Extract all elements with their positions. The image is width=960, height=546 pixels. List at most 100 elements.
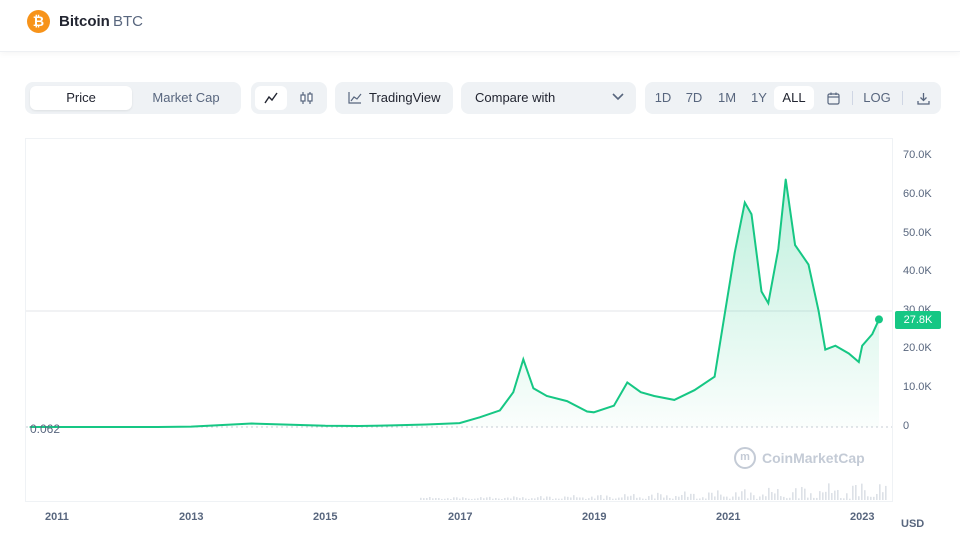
volume-bar [693,493,695,500]
volume-bar [861,483,863,500]
volume-bar [855,484,857,500]
price-point [723,313,726,316]
volume-bar [747,498,749,500]
price-point [458,422,461,424]
volume-bar [792,492,794,500]
volume-bar [702,497,704,500]
price-point [858,361,860,363]
y-tick: 60.0K [903,188,932,200]
volume-bar [798,498,800,500]
volume-bar [789,497,791,500]
volume-bars [420,483,887,500]
price-point [794,244,796,246]
volume-bar [660,494,662,500]
chart-area[interactable] [25,138,893,502]
coin-header: ₿ Bitcoin BTC [0,0,960,52]
log-scale-toggle[interactable]: LOG [863,90,891,105]
coinmarketcap-logo-icon: m [734,447,756,469]
y-tick: 70.0K [903,149,932,161]
price-point [391,424,394,427]
coinmarketcap-watermark: m CoinMarketCap [734,447,865,469]
volume-bar [795,488,797,500]
price-point [784,178,787,181]
volume-bar [564,496,566,500]
tab-price[interactable]: Price [30,86,132,110]
calendar-icon[interactable] [817,86,849,110]
volume-bar [471,498,473,500]
range-7d[interactable]: 7D [685,90,703,105]
price-point [425,423,427,426]
price-point [478,416,481,419]
volume-bar [612,498,614,500]
volume-bar [876,493,878,500]
price-point [743,201,746,204]
volume-bar [588,498,590,500]
volume-bar [801,486,803,500]
low-price-label: 0.062 [30,422,61,436]
volume-bar [885,485,887,500]
volume-bar [759,496,761,500]
price-point [358,425,360,427]
volume-bar [867,496,869,500]
volume-bar [627,496,629,500]
chart-type-toggle [251,82,327,114]
volume-bar [423,498,425,500]
volume-bar [441,498,443,500]
x-tick: 2013 [179,511,204,523]
x-tick: 2019 [582,511,607,523]
price-point [653,395,655,397]
volume-bar [864,490,866,500]
range-1y[interactable]: 1Y [751,90,767,105]
volume-bar [543,498,545,500]
volume-bar [438,498,440,500]
x-tick: 2017 [448,511,473,523]
volume-bar [645,498,647,500]
price-point [532,387,535,390]
tradingview-button[interactable]: TradingView [335,82,453,114]
price-point [250,422,253,425]
watermark-text: CoinMarketCap [762,450,865,466]
volume-bar [768,487,770,500]
volume-bar [576,497,578,500]
price-point [29,426,31,428]
volume-bar [756,498,758,500]
compare-dropdown[interactable]: Compare with [461,82,636,114]
line-chart-icon[interactable] [255,86,287,110]
volume-bar [651,494,653,500]
volume-bar [684,491,686,500]
volume-bar [498,498,500,500]
volume-bar [783,496,785,500]
volume-bar [720,494,722,500]
volume-bar [819,491,821,500]
volume-bar [786,498,788,500]
download-icon[interactable] [907,86,939,110]
range-1d[interactable]: 1D [654,90,672,105]
volume-bar [690,493,692,500]
volume-bar [600,494,602,500]
volume-bar [672,498,674,500]
volume-bar [765,496,767,500]
volume-bar [648,496,650,500]
range-all[interactable]: ALL [774,86,814,110]
range-1m[interactable]: 1M [717,90,737,105]
tab-market-cap[interactable]: Market Cap [152,90,220,105]
volume-bar [477,498,479,500]
price-point [861,344,863,347]
volume-bar [681,494,683,500]
volume-bar [726,496,728,500]
price-point [693,389,696,392]
volume-bar [780,496,782,500]
x-tick: 2011 [45,511,69,523]
volume-bar [753,495,755,500]
volume-bar [675,495,677,500]
candlestick-icon[interactable] [291,86,323,110]
volume-bar [510,498,512,500]
volume-bar [717,490,719,500]
volume-bar [639,497,641,500]
volume-bar [447,498,449,500]
x-tick: 2015 [313,511,338,523]
volume-bar [513,496,515,500]
volume-bar [525,498,527,500]
price-point [713,375,716,378]
volume-bar [699,498,701,500]
